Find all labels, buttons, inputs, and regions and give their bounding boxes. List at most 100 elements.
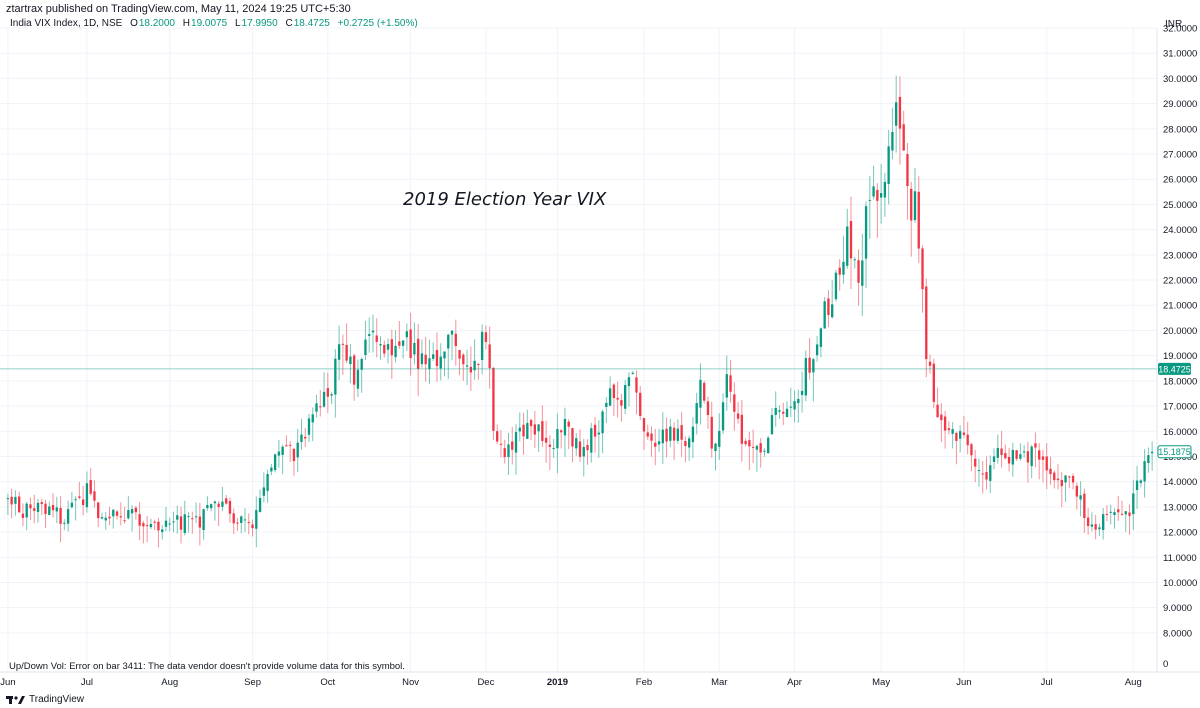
candle-body [725,374,728,398]
candle-body [364,339,367,355]
price-tick-label: 19.0000 [1163,351,1197,362]
candle-body [1086,517,1090,527]
candle-body [823,301,826,329]
price-tick-label: 24.0000 [1163,225,1197,236]
price-tick-label: 12.0000 [1163,528,1197,539]
candle-body [966,434,969,446]
candle-body [450,330,454,335]
candle-body [981,473,984,475]
time-tick-label: Mar [711,677,727,688]
candle-body [1034,443,1037,448]
candle-body [996,448,999,458]
price-badges: 18.4725 15.1875 [1157,362,1192,459]
chart-annotation[interactable]: 2019 Election Year VIX [403,189,607,210]
candle-body [300,434,303,442]
candle-body [955,432,958,441]
candle-body [499,443,503,445]
candle-body [676,428,680,441]
candle-body [51,505,55,511]
candle-body [296,442,299,458]
candle-body [857,260,860,283]
candle-body [6,498,10,500]
candle-body [488,344,491,369]
candle-body [285,445,288,447]
candle-body [225,498,228,504]
candle-body [947,428,951,431]
candle-body [1060,480,1063,487]
candles-layer [6,75,1154,548]
candle-body [661,429,664,444]
candle-body [879,193,883,198]
candle-body [736,413,740,419]
candle-body [119,516,122,518]
candle-body [172,521,175,523]
candle-body [1068,476,1071,478]
candle-body [240,516,243,523]
candle-body [665,428,668,442]
candle-body [943,416,947,431]
candle-body [322,391,326,407]
candle-body [1098,527,1101,530]
candle-body [443,351,446,359]
time-tick-label: Nov [402,677,419,688]
open-label: O [130,18,138,29]
candle-body [883,181,887,198]
candle-body [977,470,981,472]
close-value: 18.4725 [293,18,330,29]
chart-grid [0,27,1157,672]
candle-body [1117,509,1120,513]
candle-body [1147,455,1150,464]
footer-brand: TradingView [29,694,85,705]
candle-body [477,364,480,366]
candle-body [484,332,488,342]
candle-body [1004,453,1007,459]
candle-body [281,446,284,455]
candle-body [292,448,296,462]
symbol-name[interactable]: India VIX Index, 1D, NSE [10,18,123,29]
candle-body [962,432,966,435]
candle-body [646,432,649,437]
candle-body [872,186,875,197]
candle-body [601,411,604,434]
candle-body [755,445,759,450]
candle-body [970,444,973,456]
currency-label[interactable]: INR [1165,19,1183,30]
candle-body [447,334,450,349]
candle-body [1083,493,1086,518]
candle-body [341,343,345,345]
candle-body [695,403,698,424]
candle-body [307,418,311,435]
candle-body [1045,456,1048,471]
candle-body [861,260,864,286]
candle-body [789,406,792,408]
candle-body [198,516,202,528]
tradingview-logo-icon [6,695,25,704]
symbol-legend: India VIX Index, 1D, NSE O18.2000 H19.00… [10,18,419,29]
candle-body [221,501,224,507]
candle-body [1109,511,1112,513]
candle-body [958,431,962,439]
candle-body [345,344,348,361]
time-tick-label: Oct [320,677,335,688]
candle-body [383,344,386,354]
candle-body [541,421,544,441]
time-tick-label: Jul [81,677,93,688]
candle-body [522,424,525,437]
candle-body [687,438,691,448]
time-tick-label: Sep [244,677,261,688]
candle-body [123,520,126,522]
candle-body [213,501,217,504]
candle-body [582,446,585,457]
candle-body [1022,451,1026,453]
high-label: H [182,18,191,29]
candle-body [115,511,119,516]
candle-body [356,369,360,389]
time-tick-label: May [872,677,890,688]
candle-body [612,384,616,399]
candle-body [247,522,250,524]
candle-body [864,206,868,259]
candle-body [85,483,89,508]
candle-body [560,430,563,433]
candle-body [985,472,988,480]
